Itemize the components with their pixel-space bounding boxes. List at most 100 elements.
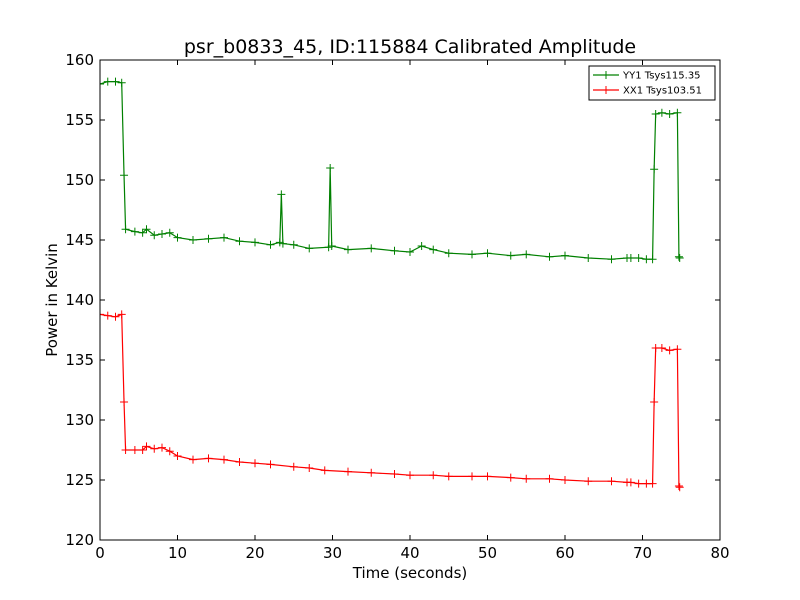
data-point xyxy=(220,455,228,464)
y-tick-label: 155 xyxy=(65,111,94,129)
data-point xyxy=(121,446,130,454)
data-point xyxy=(204,234,213,243)
x-tick-label: 60 xyxy=(555,544,574,562)
data-point xyxy=(650,165,659,174)
data-point xyxy=(429,471,438,480)
data-point xyxy=(390,246,399,255)
data-point xyxy=(204,454,213,463)
data-point xyxy=(142,442,151,451)
data-point xyxy=(130,227,139,236)
data-point xyxy=(220,233,228,242)
y-tick-label: 145 xyxy=(65,231,94,249)
x-tick-label: 80 xyxy=(710,544,729,562)
data-point xyxy=(326,164,335,172)
x-tick-label: 10 xyxy=(168,544,187,562)
data-point xyxy=(103,77,112,86)
legend-label: XX1 Tsys103.51 xyxy=(623,86,702,97)
data-point xyxy=(173,233,182,242)
data-point xyxy=(289,462,298,471)
data-point xyxy=(117,310,126,319)
data-point xyxy=(406,248,414,256)
data-point xyxy=(665,346,674,355)
y-tick-label: 150 xyxy=(65,171,94,189)
x-tick-label: 40 xyxy=(400,544,419,562)
data-point xyxy=(111,77,120,86)
data-point xyxy=(545,252,554,261)
y-axis-label: Power in Kelvin xyxy=(43,243,61,357)
legend-marker xyxy=(602,71,610,79)
data-point xyxy=(675,483,684,492)
data-point xyxy=(674,252,683,261)
data-point xyxy=(344,245,352,254)
data-point xyxy=(483,472,492,481)
data-point xyxy=(289,240,298,249)
data-point xyxy=(173,452,182,460)
data-point xyxy=(673,108,682,117)
data-point xyxy=(506,473,515,482)
data-point xyxy=(320,466,329,475)
data-point xyxy=(344,467,352,476)
legend-box xyxy=(588,65,716,101)
data-point xyxy=(251,459,259,468)
data-point xyxy=(444,249,453,258)
data-point xyxy=(674,482,683,490)
plot-area: 0 10 20 30 40 50 60 70 80 120 125 130 135 140 145 150 15… xyxy=(65,51,729,562)
data-point xyxy=(561,476,569,484)
data-point xyxy=(100,80,104,88)
legend-marker xyxy=(602,86,610,94)
data-point xyxy=(117,78,126,87)
data-point xyxy=(607,255,616,264)
data-point xyxy=(522,474,531,483)
data-point xyxy=(417,242,426,250)
data-point xyxy=(266,240,275,249)
plot-background xyxy=(100,60,720,540)
data-point xyxy=(468,250,476,259)
chart-title: psr_b0833_45, ID:115884 Calibrated Ampli… xyxy=(184,36,636,58)
data-point xyxy=(367,244,376,253)
y-tick-label: 135 xyxy=(65,351,94,369)
data-point xyxy=(150,231,159,240)
data-point xyxy=(483,249,492,258)
data-point xyxy=(657,344,666,352)
x-tick-label: 20 xyxy=(245,544,264,562)
data-point xyxy=(634,254,643,262)
data-point xyxy=(111,312,120,321)
data-point xyxy=(305,244,314,253)
data-point xyxy=(100,310,104,319)
data-layer xyxy=(100,77,684,492)
data-point xyxy=(673,345,682,354)
data-point xyxy=(158,230,166,238)
series-2 xyxy=(100,310,684,492)
data-point xyxy=(545,474,554,483)
data-point xyxy=(657,108,666,117)
data-point xyxy=(165,447,174,456)
data-point xyxy=(390,470,399,478)
x-tick-label: 70 xyxy=(633,544,652,562)
legend: YY1 Tsys115.35 XX1 Tsys103.51 xyxy=(588,65,716,101)
data-point xyxy=(305,464,314,472)
data-point xyxy=(626,478,635,487)
data-point xyxy=(120,398,129,406)
data-point xyxy=(130,446,139,454)
data-point xyxy=(648,255,657,264)
data-point xyxy=(651,110,660,118)
data-point xyxy=(277,190,286,199)
data-point xyxy=(138,446,147,454)
legend-label: YY1 Tsys115.35 xyxy=(622,71,701,82)
series-1 xyxy=(100,77,684,264)
y-tick-label: 125 xyxy=(65,471,94,489)
data-point xyxy=(142,225,151,234)
data-point xyxy=(327,242,336,250)
y-tick-label: 120 xyxy=(65,531,94,549)
data-point xyxy=(158,443,166,452)
data-point xyxy=(444,472,453,481)
x-tick-label: 0 xyxy=(95,544,105,562)
data-point xyxy=(150,444,159,453)
data-point xyxy=(189,236,197,244)
data-point xyxy=(522,250,531,259)
data-point xyxy=(367,468,376,477)
x-tick-label: 50 xyxy=(478,544,497,562)
y-tick-label: 160 xyxy=(65,51,94,69)
